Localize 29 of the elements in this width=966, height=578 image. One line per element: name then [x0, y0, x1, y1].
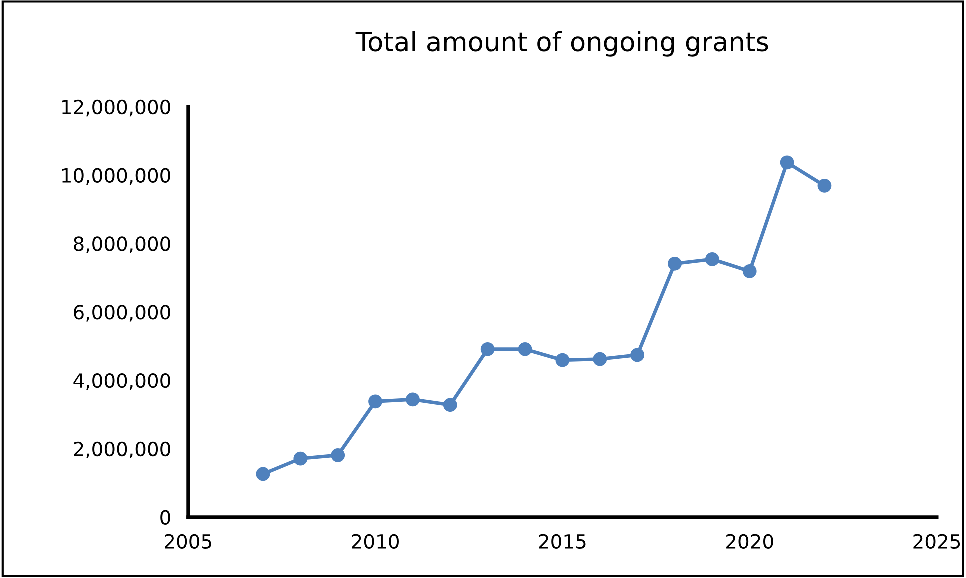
point	[331, 448, 346, 462]
y-tick-label: 6,000,000	[74, 305, 170, 322]
x-tick-label: 2020	[726, 534, 774, 550]
point	[668, 256, 682, 271]
y-tick-label: 12,000,000	[62, 100, 170, 117]
point	[818, 178, 832, 193]
point	[780, 156, 794, 170]
point	[406, 392, 420, 407]
point	[368, 394, 382, 409]
point	[742, 264, 757, 278]
point	[556, 353, 570, 368]
x-tick-label: 2005	[165, 534, 212, 550]
x-tick-label: 2015	[539, 534, 586, 550]
y-tick-label: 10,000,000	[62, 168, 170, 185]
chart-title: Total amount of ongoing grants	[356, 31, 768, 57]
point	[705, 252, 720, 266]
point	[480, 342, 495, 356]
point	[593, 352, 608, 366]
point	[518, 342, 532, 356]
x-tick-label: 2010	[352, 534, 399, 550]
point	[294, 452, 308, 466]
point	[443, 398, 458, 412]
y-tick-label: 4,000,000	[74, 373, 170, 390]
y-tick-label: 0	[160, 510, 170, 525]
y-tick-label: 8,000,000	[74, 236, 170, 254]
point	[256, 467, 270, 482]
x-tick-label: 2025	[914, 534, 960, 550]
point	[630, 348, 645, 362]
y-tick-label: 2,000,000	[74, 442, 170, 459]
